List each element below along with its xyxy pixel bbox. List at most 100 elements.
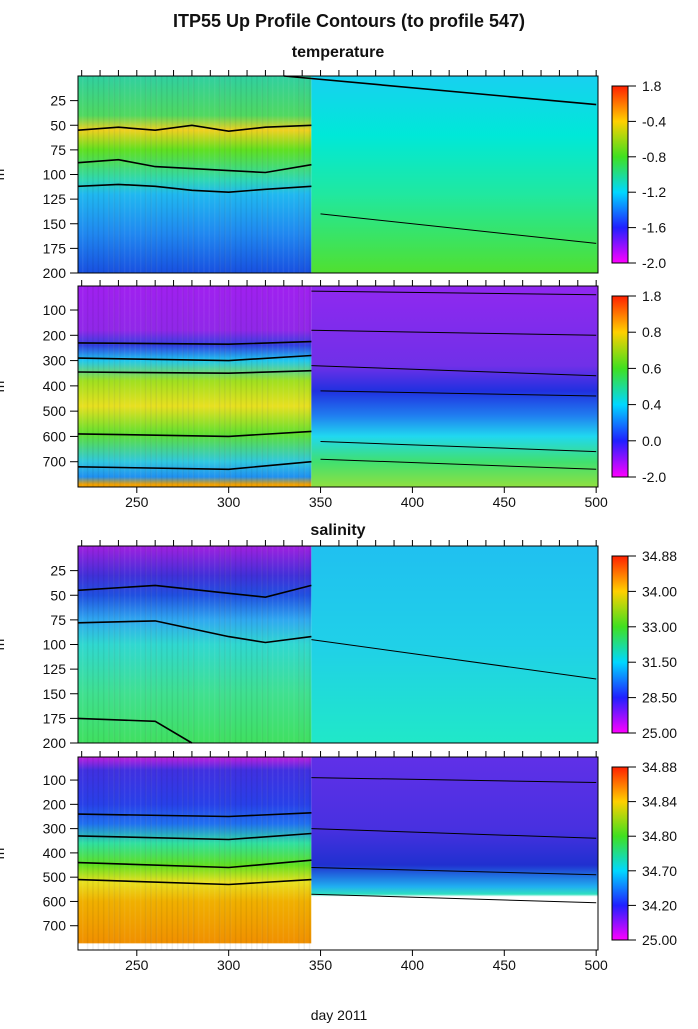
- heatmap-streak: [213, 546, 216, 743]
- heatmap-streak: [92, 76, 94, 273]
- contour-line: [311, 777, 597, 783]
- heatmap-streak: [240, 546, 242, 743]
- heatmap-streak: [298, 286, 300, 487]
- heatmap-streak: [293, 546, 295, 743]
- x-tick-label: 250: [125, 957, 149, 973]
- heatmap-streak: [192, 286, 195, 487]
- heatmap-streak: [224, 757, 227, 950]
- y-tick-label: 125: [43, 191, 67, 207]
- heatmap-streak: [224, 546, 227, 743]
- panel-salinity-3: 100 200 300 400 500 600 700 m 250 300 350 400 450 500…: [0, 751, 677, 973]
- heatmap-streak: [155, 286, 158, 487]
- heatmap-streak: [271, 546, 274, 743]
- heatmap-streak: [203, 286, 205, 487]
- heatmap-streak: [298, 757, 300, 950]
- y-tick-label: 500: [43, 403, 67, 419]
- x-axis-label: day 2011: [311, 1007, 368, 1023]
- y-tick-label: 100: [43, 302, 67, 318]
- heatmap-streak: [176, 76, 179, 273]
- heatmap-streak: [287, 757, 290, 950]
- heatmap-streak: [92, 286, 94, 487]
- heatmap-streak: [234, 286, 237, 487]
- heatmap-streak: [219, 546, 221, 743]
- heatmap-streak: [187, 286, 189, 487]
- colorbar-tick-label: 25.00: [642, 725, 677, 741]
- contour-line: [311, 867, 597, 876]
- heatmap-streak: [193, 76, 195, 273]
- heatmap-streak: [107, 757, 110, 950]
- y-axis-label: m: [0, 848, 7, 860]
- heatmap-streak: [113, 76, 116, 273]
- contour-line: [77, 430, 312, 438]
- colorbar-tick-label: 34.70: [642, 863, 677, 879]
- heatmap-streak: [118, 546, 121, 743]
- heatmap-field-profiles: [78, 546, 312, 743]
- heatmap-streak: [171, 757, 174, 950]
- heatmap-streak: [298, 546, 300, 743]
- x-tick-label: 350: [309, 494, 333, 510]
- heatmap-streak: [261, 757, 264, 950]
- heatmap-field-extrapolated: [311, 546, 598, 743]
- heatmap-field-extrapolated: [311, 76, 598, 273]
- heatmap-streak: [82, 286, 84, 487]
- heatmap-streak: [113, 546, 115, 743]
- heatmap-streak: [303, 286, 306, 487]
- heatmap-streak: [192, 757, 195, 950]
- heatmap-streak: [229, 757, 232, 950]
- heatmap-streak: [261, 757, 263, 950]
- heatmap-streak: [160, 286, 163, 487]
- heatmap-streak: [293, 76, 295, 273]
- x-tick-label: 450: [493, 957, 517, 973]
- heatmap-streak: [108, 76, 110, 273]
- heatmap-streak: [298, 76, 300, 273]
- colorbar-tick-label: 25.00: [642, 932, 677, 948]
- heatmap-streak: [171, 76, 174, 273]
- heatmap-streak: [113, 757, 116, 950]
- colorbar: [611, 766, 629, 941]
- contour-line: [77, 812, 312, 818]
- heatmap-streak: [234, 546, 237, 743]
- heatmap-streak: [203, 546, 205, 743]
- colorbar-tick-label: 34.20: [642, 897, 677, 913]
- heatmap-streak: [145, 546, 147, 743]
- heatmap-streak: [197, 757, 200, 950]
- contour-line: [320, 458, 597, 470]
- heatmap-streak: [129, 757, 131, 950]
- heatmap-streak: [119, 76, 121, 273]
- y-tick-label: 100: [43, 637, 67, 653]
- heatmap-streak: [166, 757, 168, 950]
- heatmap-streak: [108, 757, 110, 950]
- heatmap-streak: [245, 546, 248, 743]
- heatmap-streak: [181, 76, 184, 273]
- heatmap-streak: [107, 76, 110, 273]
- colorbar-tick-label: 31.50: [642, 654, 677, 670]
- heatmap-streak: [245, 757, 248, 950]
- heatmap-streak: [230, 76, 232, 273]
- colorbar-tick-label: 1.8: [642, 78, 662, 94]
- heatmap-streak: [129, 546, 131, 743]
- heatmap-streak: [187, 76, 190, 273]
- heatmap-streak: [171, 546, 174, 743]
- y-tick-label: 700: [43, 918, 67, 934]
- heatmap-streak: [203, 757, 205, 950]
- heatmap-streak: [287, 76, 290, 273]
- heatmap-streak: [139, 76, 142, 273]
- heatmap-streak: [86, 546, 89, 743]
- heatmap-streak: [256, 76, 258, 273]
- heatmap-streak: [97, 286, 100, 487]
- heatmap-streak: [304, 76, 306, 273]
- heatmap-streak: [277, 546, 279, 743]
- heatmap-streak: [267, 76, 269, 273]
- heatmap-streak: [187, 757, 189, 950]
- heatmap-streak: [304, 546, 306, 743]
- colorbar-tick-label: 34.80: [642, 828, 677, 844]
- heatmap-streak: [182, 546, 184, 743]
- y-axis-label: m: [0, 381, 7, 393]
- heatmap-streak: [107, 546, 110, 743]
- heatmap-streak: [145, 757, 147, 950]
- heatmap-streak: [193, 286, 195, 487]
- heatmap-streak: [282, 546, 285, 743]
- heatmap-streak: [150, 757, 153, 950]
- heatmap-streak: [266, 76, 269, 273]
- contour-line: [311, 893, 597, 904]
